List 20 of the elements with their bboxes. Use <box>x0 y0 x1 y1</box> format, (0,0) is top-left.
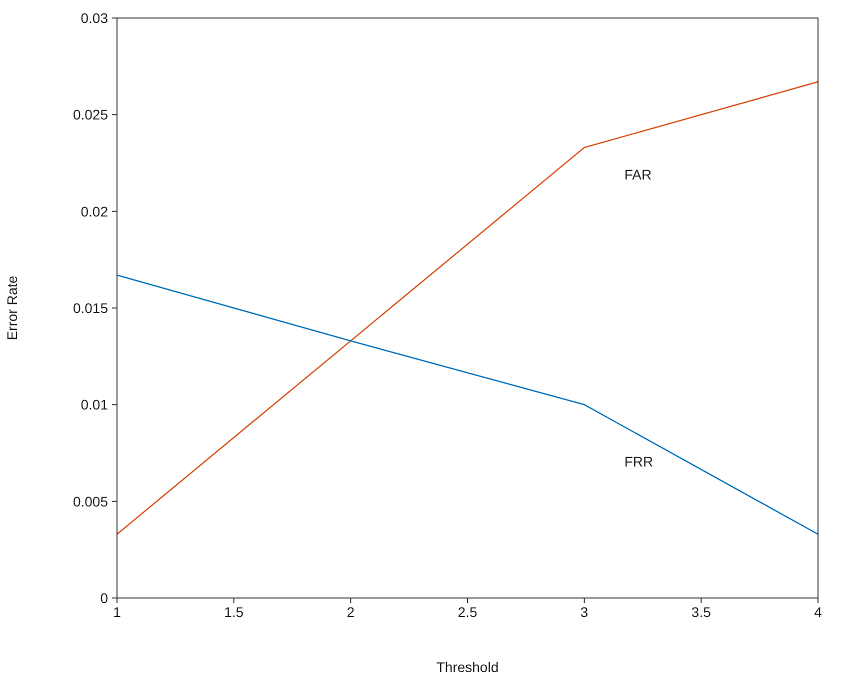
y-axis-title: Error Rate <box>4 276 20 340</box>
x-tick-label: 1.5 <box>224 604 244 620</box>
y-tick-label: 0.03 <box>80 10 108 26</box>
y-tick-label: 0.01 <box>80 396 108 413</box>
y-tick-label: 0.005 <box>72 493 108 510</box>
text: FAR <box>624 166 652 183</box>
series-label: FRR <box>624 454 654 470</box>
x-tick-label: 1 <box>113 604 122 620</box>
x-tick-label: 4 <box>814 604 822 620</box>
y-tick-label: 0.02 <box>80 203 108 220</box>
y-tick-label: 0.025 <box>72 106 108 123</box>
line-series <box>117 81 818 535</box>
x-tick-label: 3.5 <box>691 604 712 620</box>
y-tick-label: 0.015 <box>72 300 108 316</box>
y-tick-label: 0 <box>100 590 108 606</box>
line-series <box>117 274 818 535</box>
x-tick-label: 2.5 <box>458 604 478 620</box>
x-axis-title: Threshold <box>436 659 499 675</box>
x-tick-label: 2 <box>346 604 355 620</box>
x-tick-label: 3 <box>580 604 588 620</box>
